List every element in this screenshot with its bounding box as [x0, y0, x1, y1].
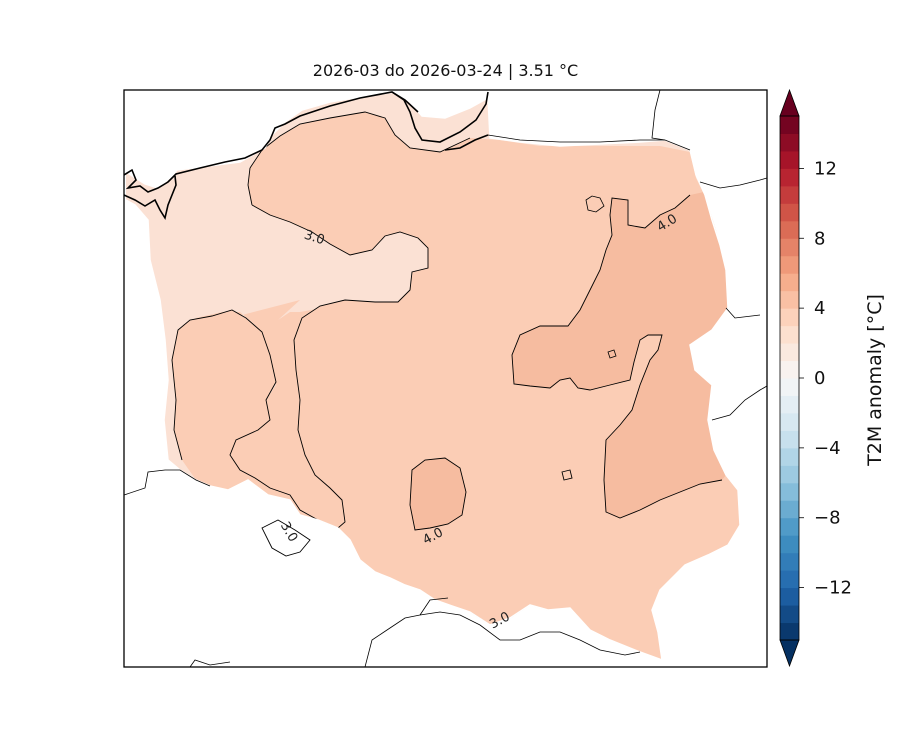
colorbar-swatch: [780, 255, 799, 274]
colorbar-swatch: [780, 116, 799, 134]
colorbar-swatch: [780, 168, 799, 187]
colorbar-swatch: [780, 133, 799, 152]
country-borders: [124, 90, 767, 667]
colorbar-swatch: [780, 482, 799, 501]
colorbar-swatch: [780, 238, 799, 257]
colorbar-swatch: [780, 622, 799, 641]
colorbar-tick-label: 4: [814, 298, 825, 319]
poland-region-south-4-5: [410, 458, 466, 530]
contour-label-3-north: 3.0: [302, 228, 326, 249]
colorbar-swatch: [780, 517, 799, 536]
contour-lines: [171, 111, 723, 626]
coastline: [124, 91, 489, 221]
map-title: 2026-03 do 2026-03-24 | 3.51 °C: [312, 61, 579, 80]
contour-line-3-left: [247, 167, 253, 206]
colorbar: 12 8 4 0 −4 −8 −12: [779, 88, 852, 668]
contour-line-4-south: [409, 457, 467, 531]
colorbar-swatch: [780, 447, 799, 466]
border-ukraine: [711, 385, 767, 421]
colorbar-swatch: [780, 500, 799, 519]
border-czech: [189, 659, 231, 667]
colorbar-swatch: [780, 570, 799, 589]
map-axes: 3.0 4.0 4.0 3.0 3.0: [124, 90, 767, 667]
colorbar-swatch: [780, 308, 799, 327]
colorbar-swatch: [780, 395, 799, 414]
colorbar-swatch: [780, 343, 799, 362]
poland-region-west-3-4: [176, 300, 345, 528]
colorbar-swatch: [780, 220, 799, 239]
szczecin-lagoon: [124, 175, 177, 221]
border-lithuania: [651, 90, 666, 141]
poland-region-3-4: [172, 112, 740, 660]
contour-line-small-east: [561, 469, 573, 481]
colorbar-swatch: [780, 465, 799, 484]
hel-peninsula: [391, 91, 419, 113]
border-belarus: [725, 307, 761, 319]
colorbar-swatch: [780, 325, 799, 344]
colorbar-tick-label: −4: [814, 438, 841, 459]
baltic-coast: [124, 91, 489, 193]
contour-line-4-east: [511, 194, 723, 519]
colorbar-extend-min: [779, 639, 800, 668]
border-slovakia: [364, 611, 641, 667]
colorbar-swatch: [780, 430, 799, 449]
colorbar-swatch: [780, 290, 799, 309]
colorbar-tick-label: −12: [814, 578, 852, 599]
colorbar-swatch: [780, 552, 799, 571]
contour-labels: 3.0 4.0 4.0 3.0 3.0: [277, 211, 680, 632]
colorbar-tick-label: 0: [814, 368, 825, 389]
map-axes-frame: [123, 89, 768, 668]
border-lake-east-2: [607, 349, 617, 359]
colorbar-tick-label: 12: [814, 158, 837, 179]
colorbar-swatch: [780, 150, 799, 169]
contour-label-3-southwest: 3.0: [277, 519, 300, 544]
poland-region-east-4-5: [512, 192, 728, 518]
colorbar-swatch: [780, 535, 799, 554]
contour-line-3-north: [171, 111, 471, 529]
border-czech-slovakia: [419, 597, 449, 616]
border-belarus-north: [699, 177, 767, 189]
colorbar-swatch: [780, 412, 799, 431]
colorbar-swatch: [780, 203, 799, 222]
colorbar-tick-label: −8: [814, 508, 841, 529]
colorbar-extend-max: [779, 88, 800, 117]
vistula-lagoon: [444, 134, 489, 151]
colorbar-label: T2M anomaly [°C]: [864, 294, 886, 466]
colorbar-swatch: [780, 273, 799, 292]
contour-line-southwest: [261, 519, 311, 557]
colorbar-swatch: [780, 605, 799, 624]
colorbar-swatch: [780, 185, 799, 204]
border-germany-south: [124, 469, 211, 496]
colorbar-swatch: [780, 360, 799, 379]
colorbar-tick-label: 8: [814, 228, 825, 249]
colorbar-swatch: [780, 378, 799, 396]
colorbar-swatch: [780, 587, 799, 606]
border-lake-east: [585, 195, 605, 213]
